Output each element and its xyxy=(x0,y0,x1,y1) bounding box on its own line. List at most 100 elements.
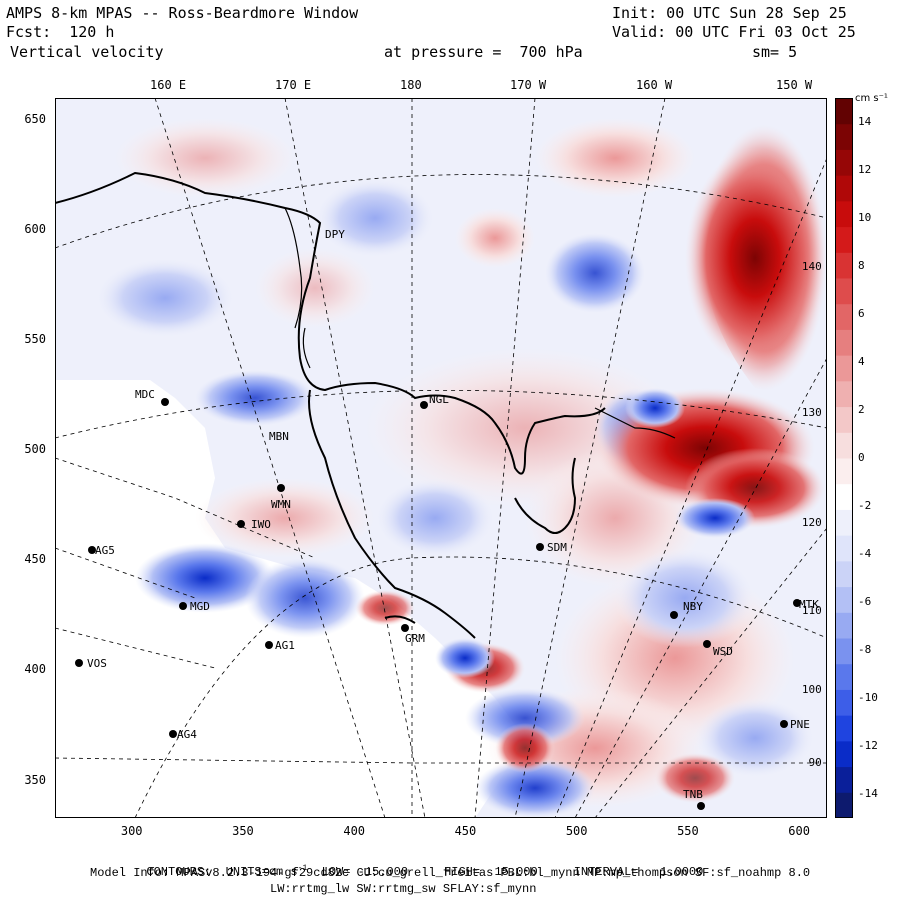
colorbar-label: -4 xyxy=(858,547,872,560)
station-nby: NBY xyxy=(683,600,703,613)
y-tick-label: 600 xyxy=(24,222,46,237)
lon-label-110w: 110 W xyxy=(802,604,827,617)
model-info: Model Info: MPASv8.2.3-194-gf29cd82c CU:… xyxy=(90,866,811,880)
colorbar-swatch xyxy=(835,98,853,125)
colorbar-label: 14 xyxy=(858,115,872,128)
colorbar-label: 2 xyxy=(858,403,865,416)
station-vos: VOS xyxy=(87,657,107,670)
lon-label-120w: 120 W xyxy=(802,516,827,529)
colorbar-swatch xyxy=(835,535,853,562)
colorbar-swatch xyxy=(835,689,853,716)
station-mdc: MDC xyxy=(135,388,155,401)
colorbar-unit: cm s⁻¹ xyxy=(855,93,888,104)
station-dpy: DPY xyxy=(325,228,345,241)
x-tick-label: 550 xyxy=(677,824,699,838)
colorbar-swatch xyxy=(835,560,853,588)
colorbar-swatch xyxy=(835,252,853,279)
station-mgd: MGD xyxy=(190,600,210,613)
colorbar-swatch xyxy=(835,175,853,202)
colorbar-swatch xyxy=(835,638,853,665)
station-pne: PNE xyxy=(790,718,810,731)
map-panel: MDC NGL SDM AG5 IWO MGD AG1 VOS AG4 GRM … xyxy=(55,98,827,818)
colorbar-label: -14 xyxy=(858,787,878,800)
station-ngl: NGL xyxy=(429,393,449,406)
colorbar-swatch xyxy=(835,715,853,742)
colorbar-label: -6 xyxy=(858,595,872,608)
colorbar-swatch xyxy=(835,458,853,485)
colorbar-label: 0 xyxy=(858,451,865,464)
colorbar-swatch xyxy=(835,586,853,613)
colorbar-swatch xyxy=(835,380,853,408)
y-tick-label: 650 xyxy=(24,112,46,127)
x-tick-label: 450 xyxy=(454,824,477,838)
colorbar-label: -8 xyxy=(858,643,872,656)
y-tick-label: 400 xyxy=(24,662,46,677)
x-tick-label: 400 xyxy=(343,824,366,838)
lon-label-140w: 140 W xyxy=(802,260,827,273)
colorbar-label: -10 xyxy=(858,691,878,704)
colorbar-swatch xyxy=(835,432,853,459)
y-tick-label: 350 xyxy=(24,772,46,787)
forecast-hour: Fcst: 120 h xyxy=(6,23,115,41)
model-info-2: LW:rrtmg_lw SW:rrtmg_sw SFLAY:sf_mynn xyxy=(270,882,537,896)
x-tick-label: 600 xyxy=(788,824,810,838)
colorbar-swatch xyxy=(835,663,853,690)
colorbar-swatch xyxy=(835,278,853,305)
colorbar-swatch xyxy=(835,406,853,433)
station-sdm: SDM xyxy=(547,541,567,554)
colorbar-label: 12 xyxy=(858,163,872,176)
init-time: Init: 00 UTC Sun 28 Sep 25 xyxy=(612,4,847,22)
station-wmn: WMN xyxy=(271,498,291,511)
lon-label-170e: 170 E xyxy=(275,78,312,92)
colorbar-swatch xyxy=(835,483,853,510)
colorbar-label: 10 xyxy=(858,211,872,224)
field-name: Vertical velocity xyxy=(10,43,164,61)
lon-label-90w: 90 W xyxy=(809,756,828,769)
lon-label-130w: 130 W xyxy=(802,406,827,419)
lon-label-100w: 100 W xyxy=(802,683,827,696)
y-tick-label: 550 xyxy=(24,332,46,347)
lon-label-160e: 160 E xyxy=(150,78,187,92)
colorbar-swatch xyxy=(835,766,853,793)
colorbar-swatch xyxy=(835,200,853,228)
colorbar-swatch xyxy=(835,740,853,768)
contours-prefix: CONTOURS: UNITS=cm s xyxy=(146,865,298,879)
station-ag1: AG1 xyxy=(275,639,295,652)
colorbar-swatch xyxy=(835,303,853,330)
map-title: AMPS 8-km MPAS -- Ross-Beardmore Window xyxy=(6,4,359,22)
colorbar-swatch xyxy=(835,123,853,150)
colorbar-label: -12 xyxy=(858,739,878,752)
station-tnb: TNB xyxy=(683,788,703,801)
pressure-level: at pressure = 700 hPa xyxy=(384,43,583,61)
lon-label-170w: 170 W xyxy=(510,78,547,92)
lon-label-180: 180 xyxy=(400,78,422,92)
station-grm: GRM xyxy=(405,632,425,645)
colorbar xyxy=(835,98,853,818)
colorbar-label: 8 xyxy=(858,259,865,272)
y-tick-label: 500 xyxy=(24,442,46,457)
station-ag5: AG5 xyxy=(95,544,115,557)
colorbar-swatch xyxy=(835,355,853,382)
colorbar-border xyxy=(835,98,853,818)
colorbar-swatch xyxy=(835,509,853,536)
contours-info: LOW= -15.000 HIGH= 15.000 INTERVAL= 1.00… xyxy=(307,865,704,879)
colorbar-label: 4 xyxy=(858,355,865,368)
station-mbn: MBN xyxy=(269,430,289,443)
colorbar-swatch xyxy=(835,612,853,639)
x-tick-label: 350 xyxy=(232,824,254,838)
station-ag4: AG4 xyxy=(177,728,197,741)
colorbar-swatch xyxy=(835,149,853,176)
valid-time: Valid: 00 UTC Fri 03 Oct 25 xyxy=(612,23,856,41)
colorbar-label: 6 xyxy=(858,307,865,320)
station-iwo: IWO xyxy=(251,518,271,531)
colorbar-swatch xyxy=(835,226,853,253)
y-tick-label: 450 xyxy=(24,552,46,567)
x-tick-label: 500 xyxy=(565,824,588,838)
colorbar-swatch xyxy=(835,792,853,818)
smoothing-label: sm= 5 xyxy=(752,43,798,61)
station-mtk: MTK xyxy=(799,598,819,611)
lon-label-150w: 150 W xyxy=(776,78,813,92)
station-wsd: WSD xyxy=(713,645,733,658)
lon-label-160w: 160 W xyxy=(636,78,673,92)
colorbar-label: -2 xyxy=(858,499,872,512)
